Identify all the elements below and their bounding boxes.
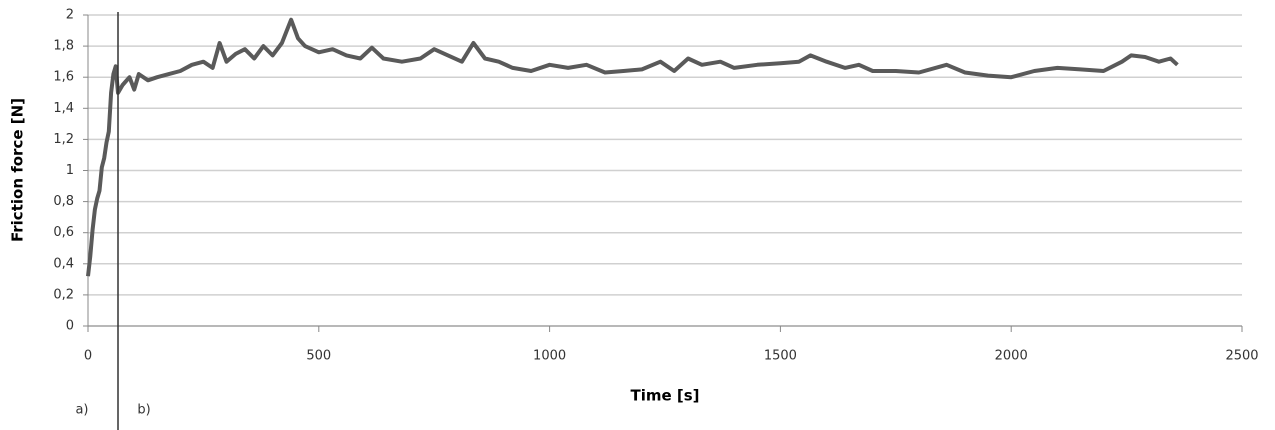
x-axis-label: Time [s] — [630, 387, 699, 405]
data-line — [86, 17, 1179, 277]
x-tick-label: 2500 — [1225, 349, 1258, 364]
annotation: b) — [137, 403, 150, 418]
y-tick-label: 1,6 — [53, 70, 74, 85]
x-tick-label: 0 — [84, 349, 92, 364]
y-tick-label: 1 — [66, 163, 74, 178]
y-tick-label: 0,8 — [53, 194, 74, 209]
annotation: a) — [75, 403, 88, 418]
y-tick-label: 0,2 — [53, 287, 74, 302]
y-tick-label: 0,4 — [53, 256, 74, 271]
y-tick-label: 1,2 — [53, 132, 74, 147]
x-tick-label: 1000 — [533, 349, 566, 364]
y-tick-label: 1,8 — [53, 39, 74, 54]
y-tick-label: 0 — [66, 319, 74, 334]
x-tick-label: 1500 — [764, 349, 797, 364]
x-tick-label: 2000 — [995, 349, 1028, 364]
y-tick-label: 2 — [66, 8, 74, 23]
y-axis-label: Friction force [N] — [9, 98, 27, 242]
x-tick-label: 500 — [306, 349, 331, 364]
y-tick-label: 1,4 — [53, 101, 74, 116]
y-tick-label: 0,6 — [53, 225, 74, 240]
